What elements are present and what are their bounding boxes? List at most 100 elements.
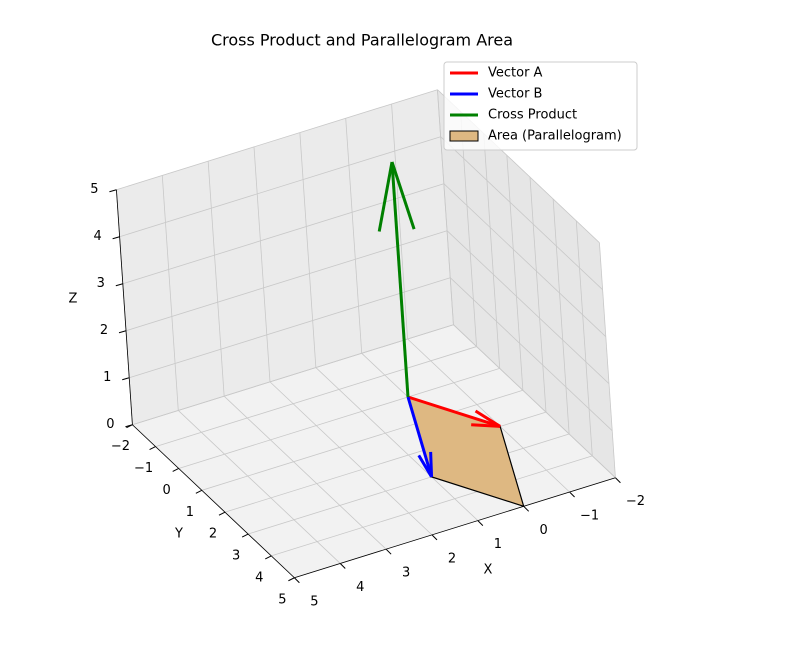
z-tick-label: 4 xyxy=(93,229,101,244)
x-tick-label: 4 xyxy=(356,580,364,595)
legend-label: Vector B xyxy=(488,87,542,102)
z-tick xyxy=(125,424,133,428)
y-tick xyxy=(149,446,156,451)
x-tick xyxy=(294,577,300,584)
chart-title: Cross Product and Parallelogram Area xyxy=(211,31,513,50)
grid-line xyxy=(132,324,454,426)
grid-line xyxy=(440,136,603,291)
y-tick xyxy=(172,468,179,472)
grid-line xyxy=(407,338,570,493)
z-tick xyxy=(118,330,127,334)
grid-line xyxy=(483,133,501,369)
back-pane xyxy=(116,89,454,425)
z-tick xyxy=(122,377,130,381)
legend-swatch xyxy=(449,130,479,142)
grid-line xyxy=(575,220,593,456)
grid-line xyxy=(116,89,438,191)
grid-line xyxy=(529,177,547,413)
x-tick-label: 0 xyxy=(540,523,548,538)
arrow-head xyxy=(377,161,394,232)
grid-line xyxy=(155,346,477,447)
legend-label: Area (Parallelogram) xyxy=(488,129,622,144)
grid-line xyxy=(223,395,387,550)
y-tick xyxy=(218,511,226,516)
y-tick-label: 5 xyxy=(278,592,286,607)
y-tick xyxy=(195,489,203,494)
z-tick-label: 3 xyxy=(97,276,105,291)
x-tick xyxy=(477,520,484,526)
arrow-head xyxy=(471,423,501,428)
vector-arrow xyxy=(377,161,416,398)
grid-line xyxy=(552,198,570,435)
y-axis-label: Y xyxy=(174,527,183,542)
grid-line xyxy=(207,161,225,397)
legend: Vector A Vector B Cross Product Area (Paral… xyxy=(443,61,638,151)
z-tick-label: 0 xyxy=(106,417,114,432)
grid-line xyxy=(269,381,433,536)
z-tick-label: 1 xyxy=(103,370,111,385)
x-tick-label: 2 xyxy=(448,551,456,566)
arrow-shaft xyxy=(406,396,433,478)
z-tick-label: 5 xyxy=(90,182,98,197)
y-tick-label: 0 xyxy=(163,483,171,498)
grid-line xyxy=(437,89,454,325)
grid-line xyxy=(161,175,179,411)
vector-arrow xyxy=(407,395,501,428)
grid-line xyxy=(449,277,613,432)
x-tick-label: 3 xyxy=(402,566,410,581)
grid-line xyxy=(129,277,451,379)
grid-line xyxy=(460,111,477,347)
y-tick xyxy=(241,533,249,538)
grid-line xyxy=(299,132,317,368)
x-tick xyxy=(339,563,346,569)
arrow-shaft xyxy=(390,161,410,398)
z-axis-label: Z xyxy=(69,292,78,307)
x-tick xyxy=(431,534,438,541)
legend-box xyxy=(443,61,638,151)
x-tick xyxy=(569,491,575,498)
y-tick-label: 2 xyxy=(209,527,217,542)
arrow-shaft xyxy=(407,395,501,428)
y-tick-label: 4 xyxy=(255,570,263,585)
x-tick-label: 1 xyxy=(494,537,502,552)
grid-line xyxy=(125,230,448,332)
grid-line xyxy=(271,455,593,557)
y-tick-label: 1 xyxy=(186,505,194,520)
legend-label: Vector A xyxy=(488,66,543,81)
z-tick xyxy=(115,283,123,287)
grid-line xyxy=(201,389,523,491)
grid-line xyxy=(315,367,479,521)
floor-pane xyxy=(132,324,616,578)
x-tick-label: −1 xyxy=(580,509,599,524)
y-tick-label: −1 xyxy=(134,461,153,476)
arrow-head xyxy=(390,161,416,230)
grid-line xyxy=(178,410,341,564)
vector-arrow xyxy=(406,396,434,478)
grid-line xyxy=(599,242,616,478)
grid-line xyxy=(248,433,570,535)
arrow-head xyxy=(474,409,501,428)
legend-label: Cross Product xyxy=(488,108,577,123)
x-tick xyxy=(385,548,392,555)
y-tick-label: 3 xyxy=(232,549,240,564)
y-tick xyxy=(265,555,272,560)
x-axis-line xyxy=(294,477,616,579)
side-pane xyxy=(437,89,616,478)
x-tick xyxy=(615,477,621,484)
arrow-head xyxy=(429,451,434,477)
y-tick xyxy=(288,577,295,582)
grid-line xyxy=(506,155,524,391)
grid-line xyxy=(178,368,500,469)
grid-line xyxy=(446,230,610,385)
grid-line xyxy=(443,183,607,338)
grid-line xyxy=(345,118,363,354)
grid-line xyxy=(453,324,616,479)
y-axis-line xyxy=(132,424,295,579)
arrow-head xyxy=(417,454,433,478)
z-tick xyxy=(109,189,117,193)
z-axis-line xyxy=(116,189,133,425)
grid-line xyxy=(119,136,441,238)
